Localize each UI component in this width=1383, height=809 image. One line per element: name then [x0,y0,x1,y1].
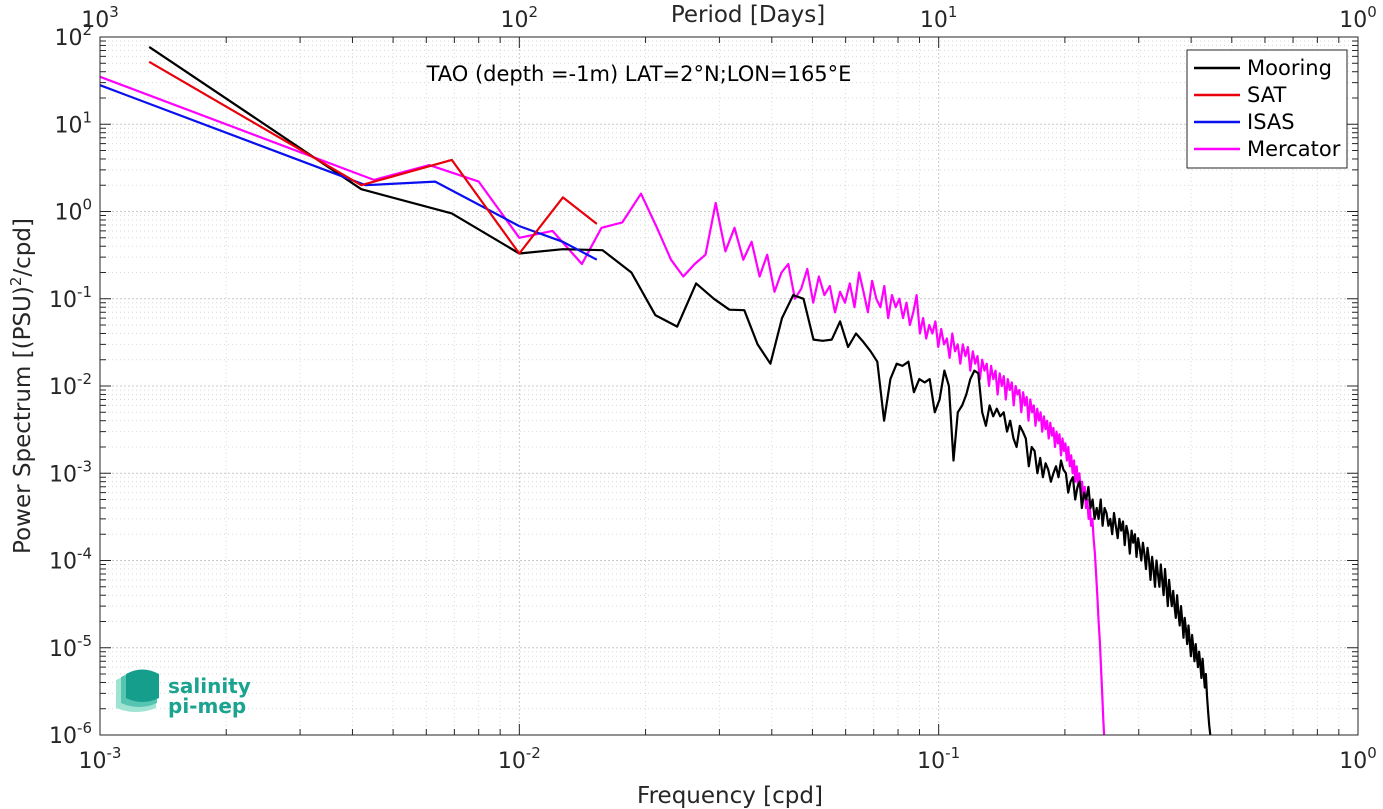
series-line-isas [99,84,598,261]
series-line-sat [148,60,598,255]
legend: Mooring SAT ISAS Mercator [1186,49,1348,169]
series-layer [99,45,1212,736]
y-tick-label: 10-5 [49,632,92,662]
y-tick-label: 10-1 [49,283,92,313]
x-tick-label: 10-1 [917,744,960,774]
y-tick-label: 102 [54,21,92,51]
y-tick-label: 10-6 [49,719,92,749]
y-tick-label: 10-4 [49,545,92,575]
legend-label-mooring: Mooring [1247,56,1332,80]
top-tick-label: 101 [920,3,958,33]
x-tick-label: 100 [1339,744,1377,774]
y-tick-label: 10-3 [49,457,92,487]
logo-layers-icon [116,669,159,712]
legend-label-mercator: Mercator [1247,137,1341,161]
logo-text-salinity: salinity [168,674,251,698]
top-tick-label: 100 [1339,3,1377,33]
legend-box [1186,49,1348,169]
top-axis-label: Period [Days] [671,2,825,28]
x-tick-label: 10-2 [498,744,541,774]
minor-grid [100,37,1358,735]
series-line-mooring [148,45,1212,736]
top-tick-label: 103 [81,3,119,33]
logo-text-pimep: pi-mep [168,694,246,718]
ticks-layer [99,36,1359,736]
legend-label-isas: ISAS [1247,110,1295,134]
x-axis-label: Frequency [cpd] [637,783,823,809]
y-axis-label: Power Spectrum [(PSU)2/cpd] [7,218,36,554]
x-tick-label: 10-3 [79,744,122,774]
chart-title: TAO (depth =-1m) LAT=2°N;LON=165°E [426,62,852,86]
legend-label-sat: SAT [1247,83,1286,107]
top-tick-label: 102 [501,3,539,33]
y-tick-label: 100 [54,196,92,226]
salinity-pi-mep-logo: salinity pi-mep [116,669,251,718]
legend-items: Mooring SAT ISAS Mercator [1194,56,1341,161]
y-tick-label: 10-2 [49,370,92,400]
y-tick-label: 101 [54,108,92,138]
